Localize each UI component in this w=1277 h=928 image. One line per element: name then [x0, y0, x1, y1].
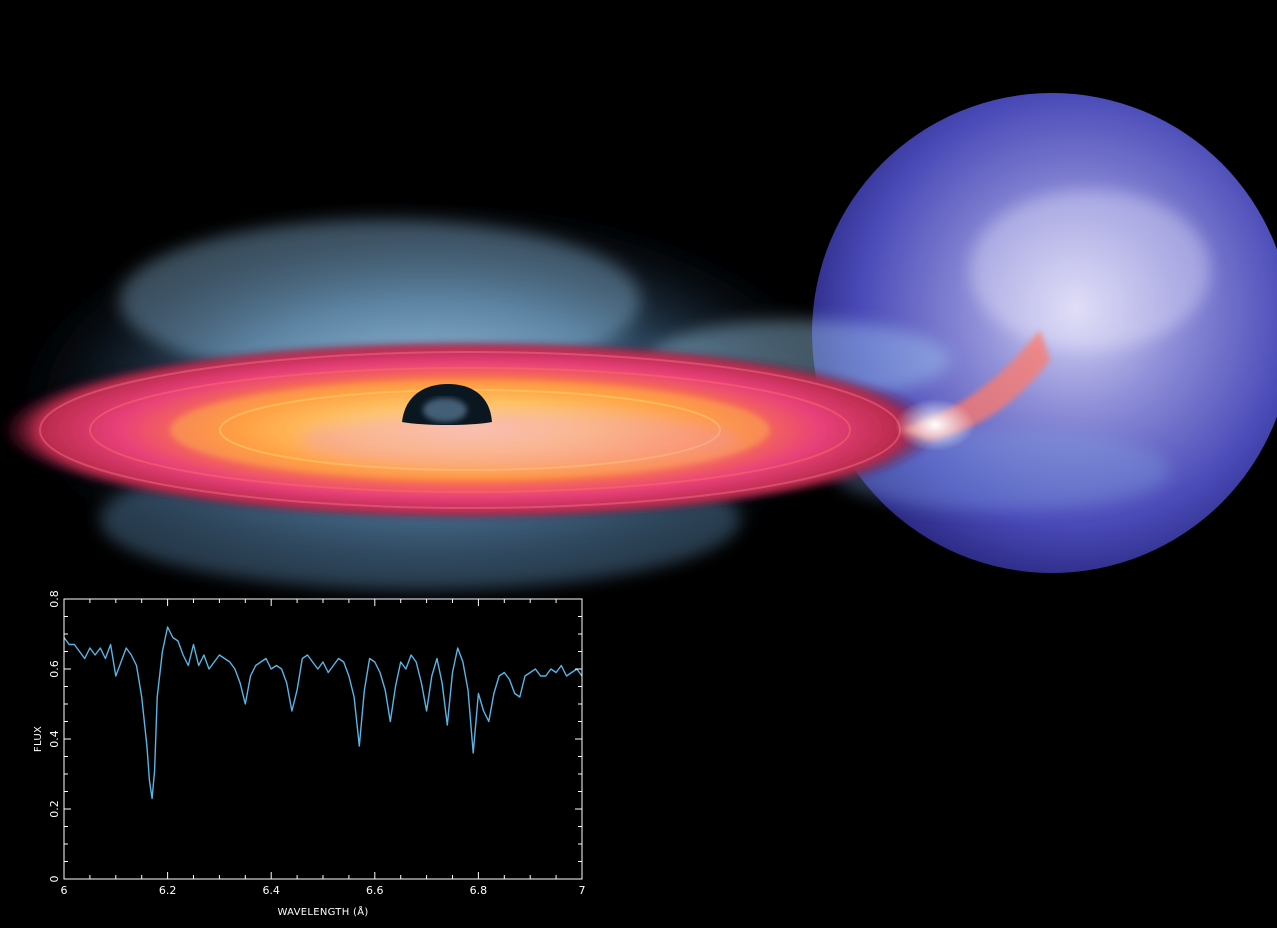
axis-ticks [63, 598, 583, 880]
y-tick-label: 0.8 [48, 590, 61, 608]
spectrum-chart: 6 6.2 6.4 6.6 6.8 7 0 0.2 0.4 0.6 0.8 WAVELENGTH … [33, 590, 586, 918]
x-tick-label: 6.6 [366, 884, 384, 897]
accretion-disk [0, 340, 940, 520]
x-tick-label: 6.2 [159, 884, 177, 897]
y-tick-labels: 0 0.2 0.4 0.6 0.8 [48, 590, 61, 882]
y-tick-label: 0.4 [48, 730, 61, 748]
y-tick-label: 0.2 [48, 800, 61, 818]
spectrum-line [63, 626, 583, 800]
x-tick-labels: 6 6.2 6.4 6.6 6.8 7 [61, 884, 586, 897]
plot-area [64, 599, 582, 879]
y-tick-label: 0 [48, 876, 61, 883]
x-tick-label: 6 [61, 884, 68, 897]
y-tick-label: 0.6 [48, 660, 61, 678]
x-tick-label: 6.8 [470, 884, 488, 897]
x-tick-label: 7 [579, 884, 586, 897]
x-axis-title: WAVELENGTH (Å) [277, 905, 368, 918]
y-axis-title: FLUX [33, 726, 44, 752]
x-tick-label: 6.4 [262, 884, 280, 897]
